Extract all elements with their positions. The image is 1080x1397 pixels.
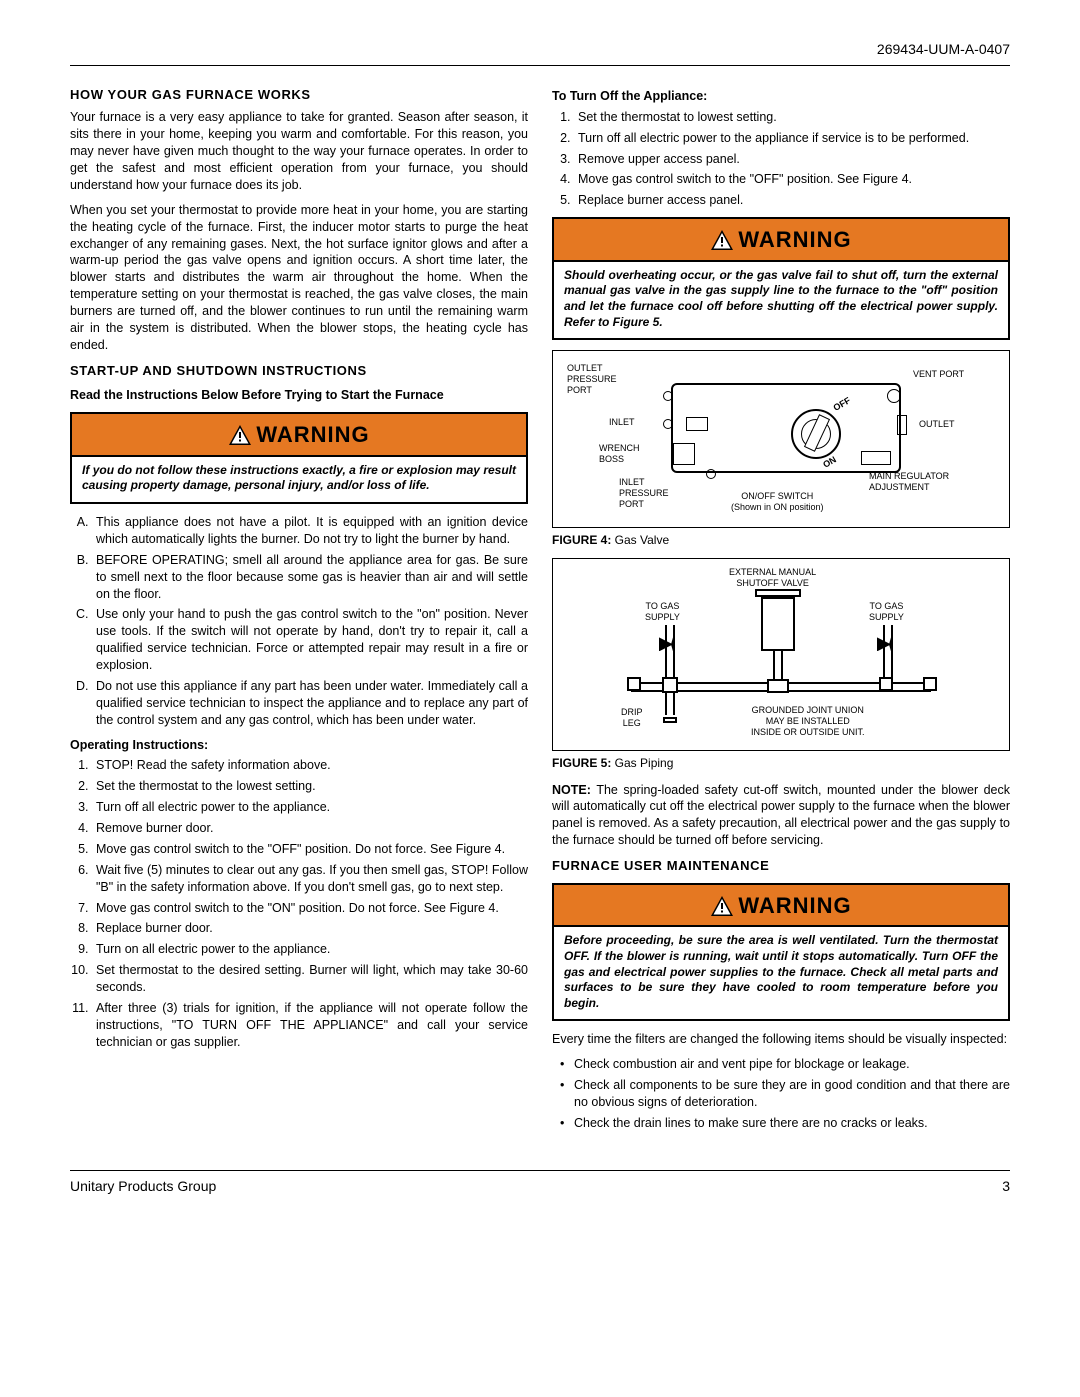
fig4-lbl-inlet-pressure: INLETPRESSUREPORT: [619, 477, 669, 509]
off-item: Replace burner access panel.: [574, 192, 1010, 209]
fig4-lbl-onoff: ON/OFF SWITCH(Shown in ON position): [731, 491, 824, 513]
fig5-lbl-togas-r: TO GASSUPPLY: [869, 601, 904, 623]
op-item: Wait five (5) minutes to clear out any g…: [92, 862, 528, 896]
fig5-caption-text: Gas Piping: [611, 756, 673, 770]
op-item: Remove burner door.: [92, 820, 528, 837]
sub-turn-off: To Turn Off the Appliance:: [552, 88, 1010, 105]
para-intro-2: When you set your thermostat to provide …: [70, 202, 528, 354]
warning-triangle-icon: [710, 229, 734, 251]
right-column: To Turn Off the Appliance: Set the therm…: [552, 80, 1010, 1140]
fig4-lbl-vent: VENT PORT: [913, 369, 964, 380]
fig4-lbl-outlet: OUTLET: [919, 419, 955, 430]
op-item: Replace burner door.: [92, 920, 528, 937]
figure-4-diagram: OUTLETPRESSUREPORT INLET WRENCHBOSS INLE…: [561, 359, 1001, 519]
op-item: Set the thermostat to the lowest setting…: [92, 778, 528, 795]
heading-how-works: HOW YOUR GAS FURNACE WORKS: [70, 86, 528, 104]
bullet-item: Check the drain lines to make sure there…: [574, 1115, 1010, 1132]
op-item: Move gas control switch to the "ON" posi…: [92, 900, 528, 917]
fig4-lbl-inlet: INLET: [609, 417, 635, 428]
warning-label-3: WARNING: [738, 891, 851, 921]
sub-read-instructions: Read the Instructions Below Before Tryin…: [70, 387, 528, 404]
warning-triangle-icon: [710, 895, 734, 917]
off-item: Remove upper access panel.: [574, 151, 1010, 168]
fig4-caption-text: Gas Valve: [611, 533, 669, 547]
warning-box-1: WARNING If you do not follow these instr…: [70, 412, 528, 504]
para-intro-1: Your furnace is a very easy appliance to…: [70, 109, 528, 193]
left-column: HOW YOUR GAS FURNACE WORKS Your furnace …: [70, 80, 528, 1140]
fig4-lbl-outlet-pressure: OUTLETPRESSUREPORT: [567, 363, 617, 395]
warning-header-2: WARNING: [554, 219, 1008, 262]
fig5-lbl-togas-l: TO GASSUPPLY: [645, 601, 680, 623]
warning-header-1: WARNING: [72, 414, 526, 457]
fig5-lbl-ext-valve: EXTERNAL MANUALSHUTOFF VALVE: [729, 567, 816, 589]
figure-4-box: OUTLETPRESSUREPORT INLET WRENCHBOSS INLE…: [552, 350, 1010, 528]
bullet-item: Check combustion air and vent pipe for b…: [574, 1056, 1010, 1073]
heading-maintenance: FURNACE USER MAINTENANCE: [552, 857, 1010, 875]
note-text: The spring-loaded safety cut-off switch,…: [552, 783, 1010, 848]
operating-list: STOP! Read the safety information above.…: [70, 757, 528, 1050]
para-filters: Every time the filters are changed the f…: [552, 1031, 1010, 1048]
warning-body-3: Before proceeding, be sure the area is w…: [554, 927, 1008, 1019]
fig5-lbl-union: GROUNDED JOINT UNIONMAY BE INSTALLEDINSI…: [751, 705, 865, 737]
footer-left: Unitary Products Group: [70, 1177, 216, 1196]
op-item: Move gas control switch to the "OFF" pos…: [92, 841, 528, 858]
fig5-caption-label: FIGURE 5:: [552, 756, 611, 770]
fig4-caption-label: FIGURE 4:: [552, 533, 611, 547]
fig4-lbl-main-reg: MAIN REGULATORADJUSTMENT: [869, 471, 949, 493]
figure-5-box: EXTERNAL MANUALSHUTOFF VALVE TO GASSUPPL…: [552, 558, 1010, 751]
alpha-item: This appliance does not have a pilot. It…: [92, 514, 528, 548]
figure-4-caption: FIGURE 4: Gas Valve: [552, 532, 1010, 548]
figure-5-caption: FIGURE 5: Gas Piping: [552, 755, 1010, 771]
bullet-item: Check all components to be sure they are…: [574, 1077, 1010, 1111]
fig5-lbl-drip: DRIPLEG: [621, 707, 643, 729]
op-item: Turn off all electric power to the appli…: [92, 799, 528, 816]
figure-5-diagram: EXTERNAL MANUALSHUTOFF VALVE TO GASSUPPL…: [561, 567, 1001, 742]
warning-label-2: WARNING: [738, 225, 851, 255]
warning-header-3: WARNING: [554, 885, 1008, 928]
off-item: Set the thermostat to lowest setting.: [574, 109, 1010, 126]
two-column-layout: HOW YOUR GAS FURNACE WORKS Your furnace …: [70, 80, 1010, 1140]
op-item: STOP! Read the safety information above.: [92, 757, 528, 774]
off-item: Move gas control switch to the "OFF" pos…: [574, 171, 1010, 188]
alpha-item: BEFORE OPERATING; smell all around the a…: [92, 552, 528, 603]
off-item: Turn off all electric power to the appli…: [574, 130, 1010, 147]
doc-number: 269434-UUM-A-0407: [70, 40, 1010, 66]
fig4-lbl-wrench: WRENCHBOSS: [599, 443, 640, 465]
footer-page-number: 3: [1002, 1177, 1010, 1196]
note-paragraph: NOTE: The spring-loaded safety cut-off s…: [552, 782, 1010, 850]
warning-box-3: WARNING Before proceeding, be sure the a…: [552, 883, 1010, 1022]
op-item: Set thermostat to the desired setting. B…: [92, 962, 528, 996]
warning-box-2: WARNING Should overheating occur, or the…: [552, 217, 1010, 340]
warning-body-2: Should overheating occur, or the gas val…: [554, 262, 1008, 338]
op-item: Turn on all electric power to the applia…: [92, 941, 528, 958]
alpha-item: Do not use this appliance if any part ha…: [92, 678, 528, 729]
sub-operating: Operating Instructions:: [70, 737, 528, 754]
turn-off-list: Set the thermostat to lowest setting. Tu…: [552, 109, 1010, 209]
warning-body-1: If you do not follow these instructions …: [72, 457, 526, 502]
alpha-item: Use only your hand to push the gas contr…: [92, 606, 528, 674]
warning-label-1: WARNING: [256, 420, 369, 450]
op-item: After three (3) trials for ignition, if …: [92, 1000, 528, 1051]
alpha-list: This appliance does not have a pilot. It…: [70, 514, 528, 729]
page-footer: Unitary Products Group 3: [70, 1170, 1010, 1196]
maintenance-bullets: Check combustion air and vent pipe for b…: [552, 1056, 1010, 1132]
warning-triangle-icon: [228, 424, 252, 446]
heading-startup: START-UP AND SHUTDOWN INSTRUCTIONS: [70, 362, 528, 380]
